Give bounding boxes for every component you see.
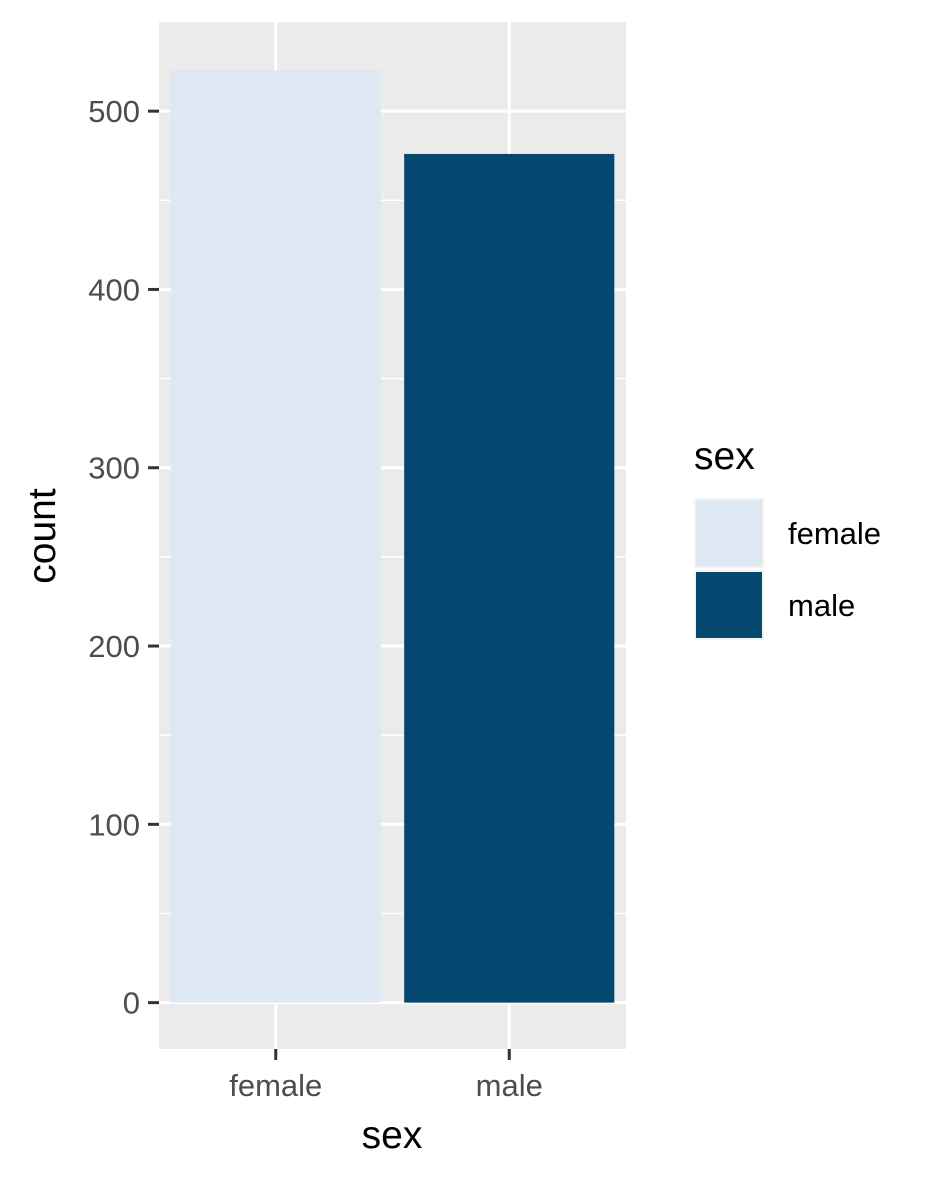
y-tick-label: 200 <box>88 629 140 664</box>
x-axis: female male <box>229 1049 543 1103</box>
legend: sex female male <box>694 435 881 640</box>
y-tick-label: 400 <box>88 272 140 307</box>
y-tick-label: 300 <box>88 451 140 486</box>
y-tick-label: 100 <box>88 807 140 842</box>
x-tick-label: male <box>476 1068 543 1103</box>
y-tick-label: 500 <box>88 94 140 129</box>
x-tick-label: female <box>229 1068 322 1103</box>
y-tick-label: 0 <box>123 986 140 1021</box>
legend-key-female <box>696 500 762 566</box>
y-axis: 0 100 200 300 400 500 <box>88 94 159 1021</box>
legend-label: female <box>788 516 881 551</box>
legend-title: sex <box>694 435 755 478</box>
legend-label: male <box>788 588 855 623</box>
y-axis-title: count <box>21 488 64 584</box>
x-axis-title: sex <box>362 1114 423 1157</box>
legend-key-male <box>696 572 762 638</box>
bar-male <box>404 153 615 1003</box>
bars <box>170 70 615 1003</box>
bar-female <box>170 70 381 1003</box>
